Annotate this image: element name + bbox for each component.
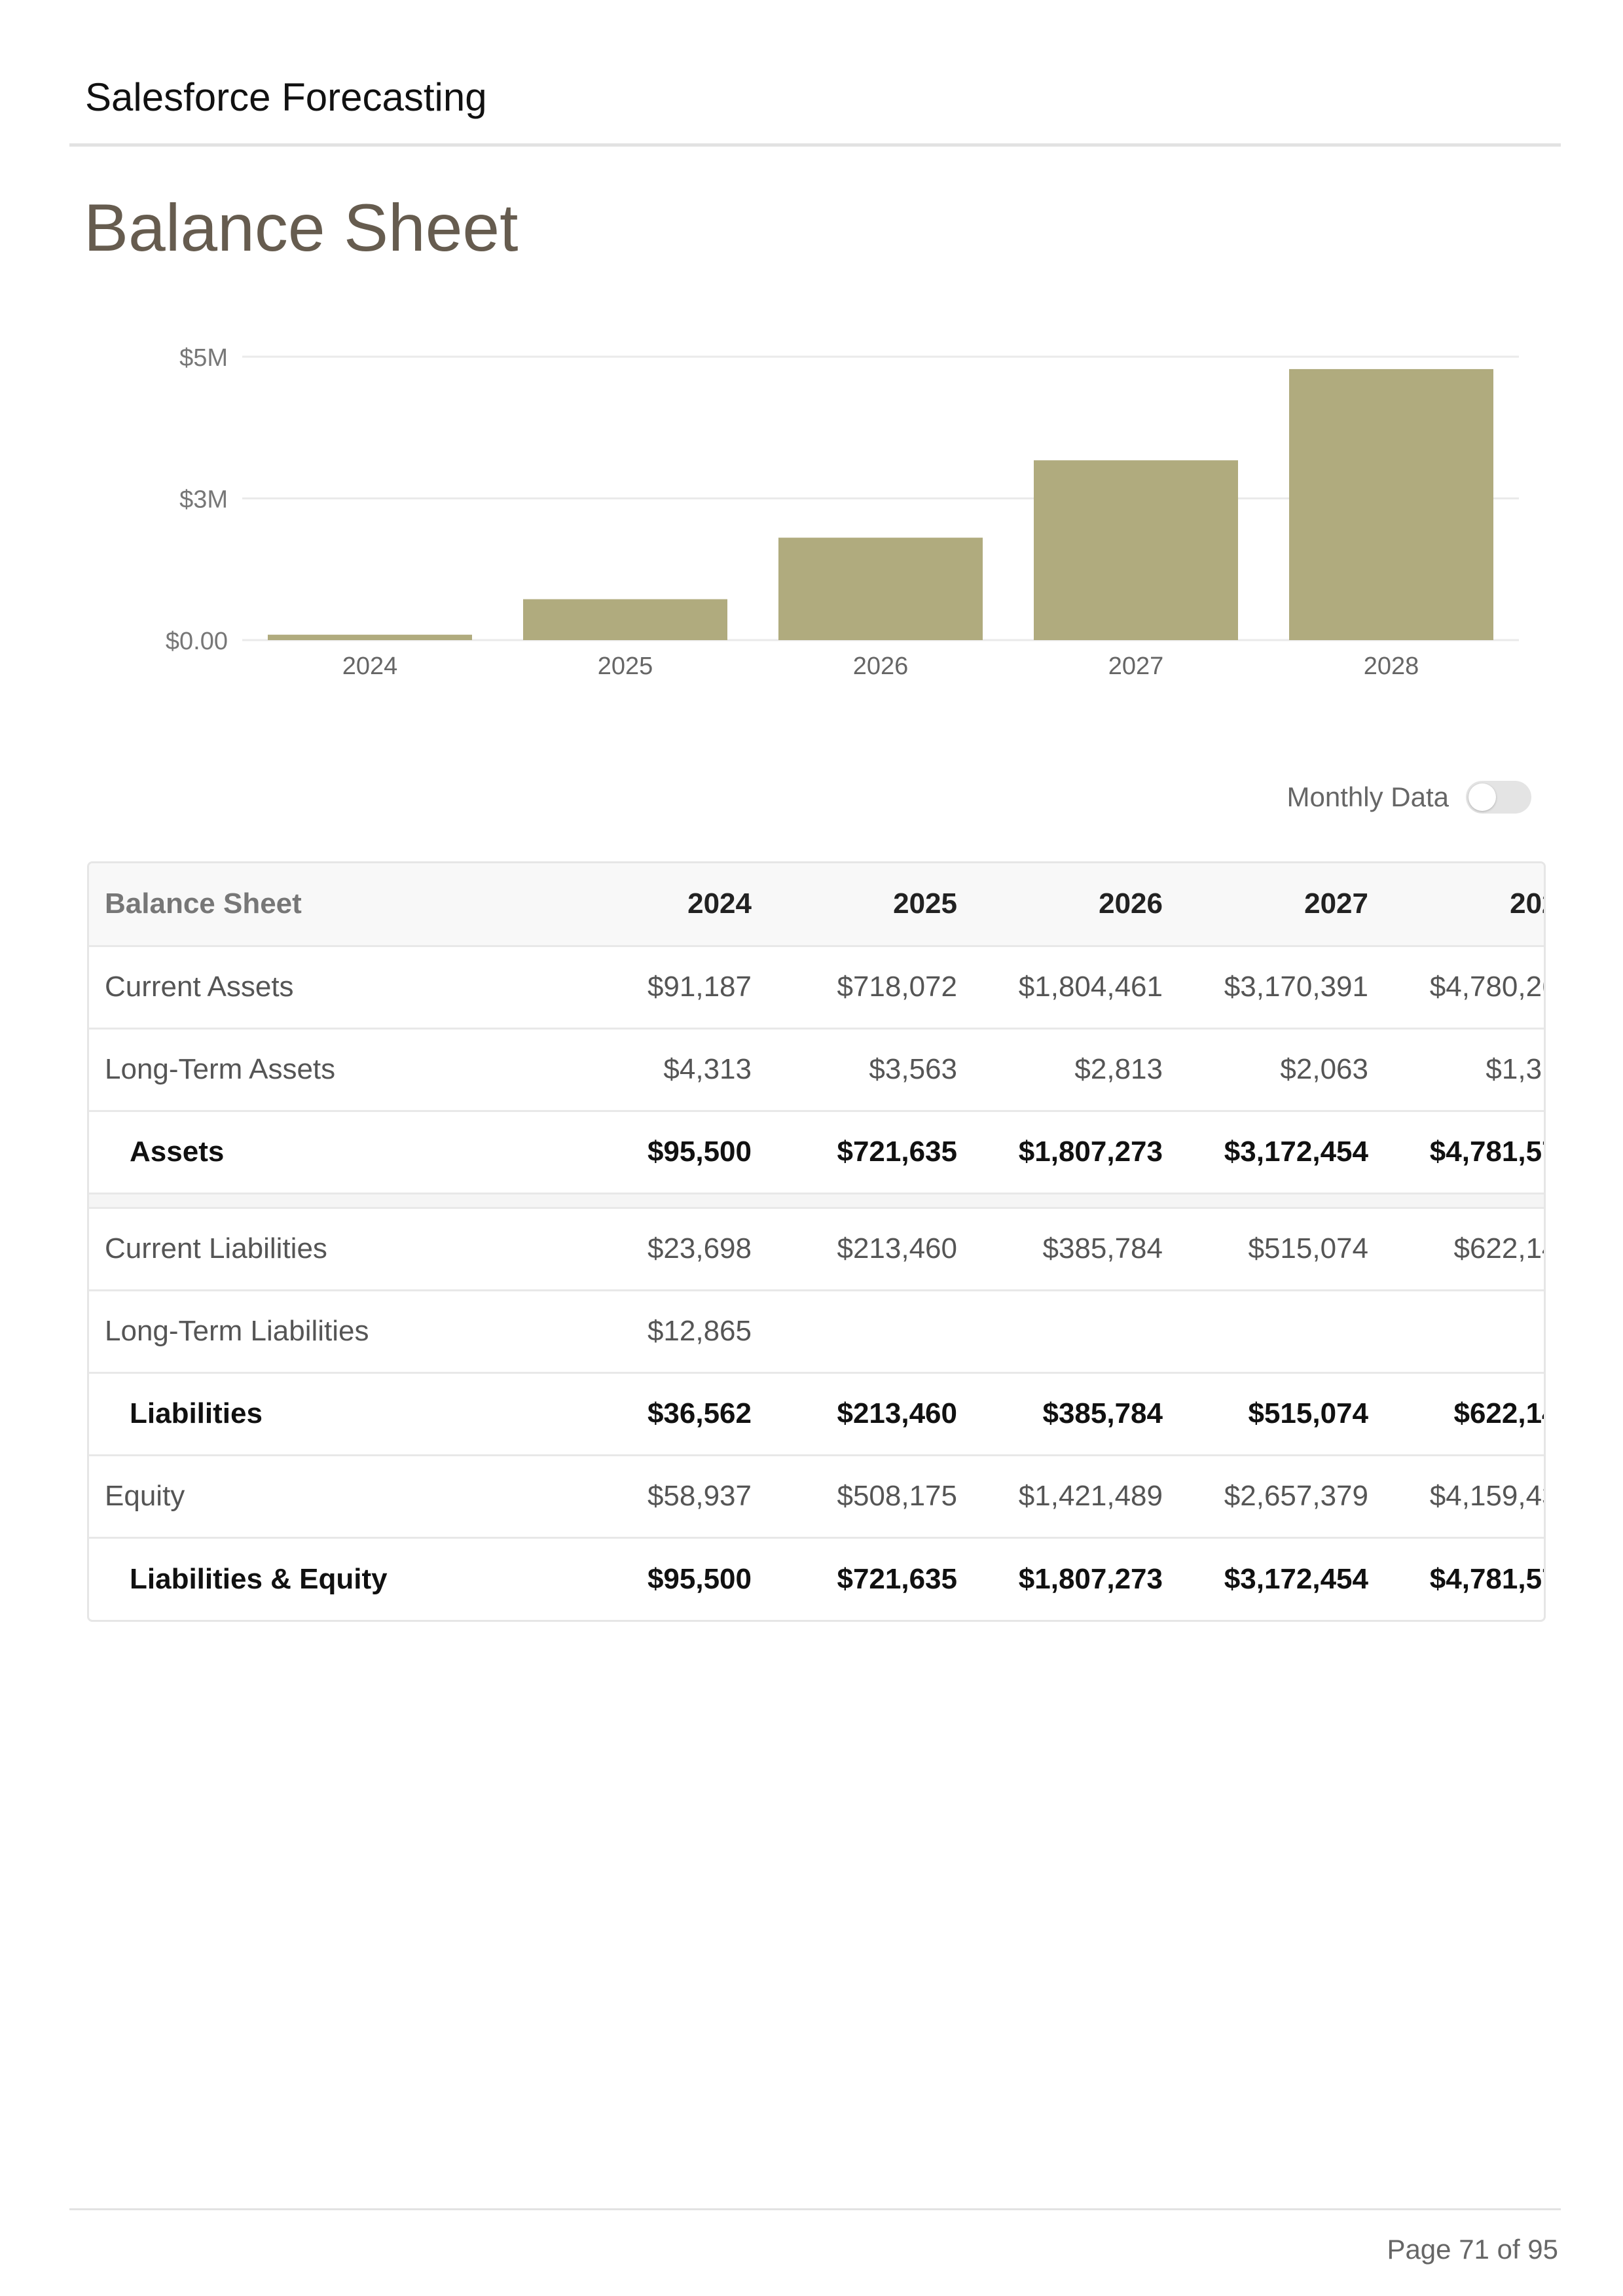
x-tick-label: 2026 bbox=[853, 653, 909, 680]
row-value bbox=[1384, 1290, 1544, 1374]
table-row: Long-Term Liabilities $12,865 bbox=[89, 1290, 1544, 1374]
table-header-year: 2024 bbox=[562, 863, 767, 947]
row-value bbox=[562, 1193, 767, 1209]
table-total-row: Liabilities & Equity $95,500 $721,635 $1,80… bbox=[89, 1537, 1544, 1620]
row-value: $385,784 bbox=[973, 1372, 1178, 1456]
table-row: Equity $58,937 $508,175 $1,421,489 $2,657,37… bbox=[89, 1455, 1544, 1539]
row-value: $12,865 bbox=[562, 1290, 767, 1374]
row-value: $2,063 bbox=[1178, 1028, 1384, 1112]
row-label: Current Liabilities bbox=[89, 1208, 562, 1291]
row-label: Liabilities bbox=[89, 1372, 562, 1456]
row-value: $4,313 bbox=[562, 1028, 767, 1112]
balance-bar-chart: $0.00 $3M $5M 2024 2025 2026 2027 2028 bbox=[166, 344, 1519, 680]
monthly-data-toggle[interactable] bbox=[1466, 781, 1531, 814]
bar-2028[interactable] bbox=[1289, 368, 1493, 640]
row-value bbox=[1178, 1193, 1384, 1209]
page-number: Page 71 of 95 bbox=[1387, 2234, 1558, 2265]
table-row: Long-Term Assets $4,313 $3,563 $2,813 $2,063… bbox=[89, 1028, 1544, 1112]
y-tick-label: $0.00 bbox=[166, 628, 228, 655]
table-row: Current Liabilities $23,698 $213,460 $385,7… bbox=[89, 1208, 1544, 1291]
row-value: $4,159,432 bbox=[1384, 1455, 1544, 1539]
row-value: $2,813 bbox=[973, 1028, 1178, 1112]
row-value: $622,140 bbox=[1384, 1372, 1544, 1456]
row-value bbox=[1178, 1290, 1384, 1374]
row-value: $213,460 bbox=[767, 1372, 973, 1456]
row-value bbox=[767, 1193, 973, 1209]
row-label: Current Assets bbox=[89, 946, 562, 1030]
row-value: $3,172,454 bbox=[1178, 1111, 1384, 1194]
row-value: $1,804,461 bbox=[973, 946, 1178, 1030]
row-value: $4,781,572 bbox=[1429, 1562, 1544, 1595]
row-value: $4,781,572 bbox=[1384, 1111, 1544, 1194]
row-value: $95,500 bbox=[647, 1562, 752, 1595]
table-header-year: 2027 bbox=[1178, 863, 1384, 947]
row-label: Liabilities & Equity bbox=[130, 1562, 388, 1595]
y-tick-label: $5M bbox=[179, 344, 228, 372]
row-label bbox=[89, 1193, 562, 1209]
table-header-row: Balance Sheet20242025202620272028 bbox=[89, 863, 1544, 947]
row-value: $622,140 bbox=[1384, 1208, 1544, 1291]
row-value: $721,635 bbox=[837, 1562, 957, 1595]
x-tick-label: 2027 bbox=[1108, 653, 1164, 680]
row-value: $3,563 bbox=[767, 1028, 973, 1112]
balance-sheet-table: Balance Sheet20242025202620272028 Curren… bbox=[87, 861, 1546, 1622]
row-value: $515,074 bbox=[1178, 1372, 1384, 1456]
row-value: $1,313 bbox=[1384, 1028, 1544, 1112]
row-value bbox=[973, 1290, 1178, 1374]
row-value: $385,784 bbox=[973, 1208, 1178, 1291]
row-value: $3,170,391 bbox=[1178, 946, 1384, 1030]
brand-title: Salesforce Forecasting bbox=[85, 75, 487, 119]
row-label: Assets bbox=[89, 1111, 562, 1194]
row-value: $718,072 bbox=[767, 946, 973, 1030]
row-value: $1,807,273 bbox=[1018, 1562, 1163, 1595]
row-value: $2,657,379 bbox=[1178, 1455, 1384, 1539]
x-tick-label: 2025 bbox=[598, 653, 653, 680]
table-header-year: 2026 bbox=[973, 863, 1178, 947]
toggle-label: Monthly Data bbox=[1286, 781, 1449, 812]
row-value: $23,698 bbox=[562, 1208, 767, 1291]
row-value bbox=[767, 1290, 973, 1374]
x-tick-label: 2024 bbox=[342, 653, 398, 680]
row-value: $91,187 bbox=[562, 946, 767, 1030]
row-value: $1,421,489 bbox=[973, 1455, 1178, 1539]
row-value: $58,937 bbox=[562, 1455, 767, 1539]
table-row: Current Assets $91,187 $718,072 $1,804,461 $… bbox=[89, 946, 1544, 1030]
table-total-row: Liabilities $36,562 $213,460 $385,784 $515,0… bbox=[89, 1372, 1544, 1456]
row-value: $508,175 bbox=[767, 1455, 973, 1539]
table-total-row: Assets $95,500 $721,635 $1,807,273 $3,172,45… bbox=[89, 1111, 1544, 1194]
bar-2024[interactable] bbox=[268, 634, 472, 640]
row-value: $36,562 bbox=[562, 1372, 767, 1456]
row-value: $515,074 bbox=[1178, 1208, 1384, 1291]
row-value bbox=[1384, 1193, 1544, 1209]
page-header: Salesforce Forecasting bbox=[69, 63, 1561, 147]
bar-2026[interactable] bbox=[778, 537, 983, 640]
table-spacer-row bbox=[89, 1193, 1544, 1209]
bar-2025[interactable] bbox=[523, 599, 727, 640]
x-tick-label: 2028 bbox=[1364, 653, 1419, 680]
page-title: Balance Sheet bbox=[84, 190, 519, 265]
page-footer: Page 71 of 95 bbox=[69, 2208, 1561, 2296]
y-tick-label: $3M bbox=[179, 486, 228, 514]
row-label: Equity bbox=[89, 1455, 562, 1539]
table-header-year: 2028 bbox=[1384, 863, 1544, 947]
row-value: $3,172,454 bbox=[1224, 1562, 1368, 1595]
row-label: Long-Term Assets bbox=[89, 1028, 562, 1112]
toggle-knob bbox=[1468, 783, 1496, 811]
row-value: $95,500 bbox=[562, 1111, 767, 1194]
bar-2027[interactable] bbox=[1034, 460, 1238, 640]
row-value: $1,807,273 bbox=[973, 1111, 1178, 1194]
table-header-year: 2025 bbox=[767, 863, 973, 947]
row-value: $213,460 bbox=[767, 1208, 973, 1291]
table-header-label: Balance Sheet bbox=[89, 863, 562, 947]
row-value: $721,635 bbox=[767, 1111, 973, 1194]
row-value: $4,780,260 bbox=[1384, 946, 1544, 1030]
row-value bbox=[973, 1193, 1178, 1209]
row-label: Long-Term Liabilities bbox=[89, 1290, 562, 1374]
monthly-data-toggle-row: Monthly Data bbox=[1287, 778, 1531, 817]
